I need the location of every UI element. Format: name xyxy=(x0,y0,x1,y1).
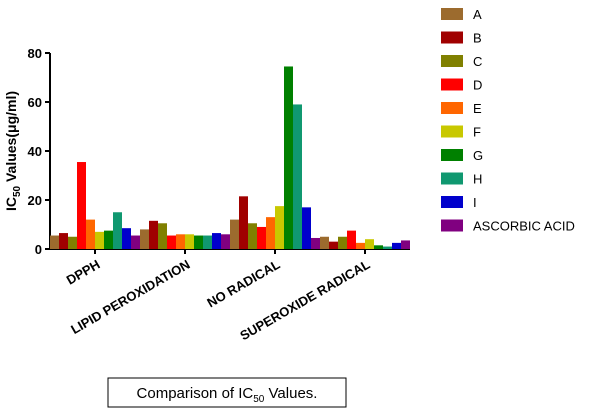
legend-swatch xyxy=(441,125,463,138)
bar xyxy=(230,219,239,249)
bar xyxy=(347,230,356,249)
bar xyxy=(311,237,320,249)
bar xyxy=(221,234,230,249)
y-tick-label: 40 xyxy=(28,144,42,159)
legend-swatch xyxy=(441,8,463,20)
y-label-rest: Values(μg/ml) xyxy=(3,91,19,186)
bar xyxy=(167,235,176,249)
bar xyxy=(401,240,410,249)
bar xyxy=(77,162,86,249)
bar xyxy=(212,233,221,249)
bar xyxy=(338,236,347,249)
bar xyxy=(59,233,68,249)
bar xyxy=(275,206,284,249)
y-label-main: IC xyxy=(3,197,19,211)
bar xyxy=(293,104,302,249)
y-tick-label: 0 xyxy=(35,242,42,257)
caption-main: Comparison of IC xyxy=(137,385,254,402)
caption-rest: Values. xyxy=(264,385,317,402)
bar xyxy=(257,226,266,249)
bar xyxy=(113,212,122,249)
bar xyxy=(122,228,131,249)
legend-label: I xyxy=(473,195,477,210)
bar xyxy=(86,219,95,249)
bar xyxy=(149,220,158,249)
bar xyxy=(284,66,293,249)
legend-swatch xyxy=(441,55,463,67)
y-tick-label: 20 xyxy=(28,193,42,208)
bar xyxy=(140,229,149,249)
bar xyxy=(374,245,383,249)
legend-label: F xyxy=(473,125,481,140)
y-label-sub: 50 xyxy=(12,185,23,197)
caption-sub: 50 xyxy=(253,394,265,405)
bar xyxy=(266,217,275,249)
legend-label: H xyxy=(473,172,482,187)
legend-label: E xyxy=(473,101,482,116)
y-axis-label: IC50 Values(μg/ml) xyxy=(3,91,23,211)
legend-swatch xyxy=(441,102,463,114)
bar xyxy=(383,246,392,249)
legend-label: D xyxy=(473,78,482,93)
legend-swatch xyxy=(441,149,463,161)
x-tick-label: DPPH xyxy=(64,257,103,288)
bar xyxy=(365,239,374,249)
bar xyxy=(329,241,338,249)
legend-label: G xyxy=(473,148,483,163)
bar xyxy=(185,234,194,249)
bar xyxy=(203,235,212,249)
bar xyxy=(50,235,59,249)
x-tick-label: NO RADICAL xyxy=(204,257,282,311)
caption: Comparison of IC50 Values. xyxy=(137,385,318,405)
bar xyxy=(239,196,248,249)
legend-swatch xyxy=(441,196,463,208)
legend-label: ASCORBIC ACID xyxy=(473,219,575,234)
legend-label: A xyxy=(473,7,482,22)
bar xyxy=(194,235,203,249)
bar xyxy=(95,231,104,249)
bar xyxy=(104,230,113,249)
legend-label: B xyxy=(473,31,482,46)
bar xyxy=(158,223,167,249)
legend-swatch xyxy=(441,219,463,232)
bar xyxy=(131,235,140,249)
bar xyxy=(176,234,185,249)
legend-swatch xyxy=(441,31,463,44)
bar xyxy=(356,242,365,249)
legend-swatch xyxy=(441,172,463,185)
bar xyxy=(68,236,77,249)
legend-swatch xyxy=(441,78,463,91)
legend-label: C xyxy=(473,54,482,69)
bar xyxy=(320,236,329,249)
bar xyxy=(392,242,401,249)
y-tick-label: 80 xyxy=(28,46,42,61)
caption-box xyxy=(107,377,347,408)
bar xyxy=(248,223,257,249)
bar xyxy=(302,207,311,249)
y-tick-label: 60 xyxy=(28,95,42,110)
